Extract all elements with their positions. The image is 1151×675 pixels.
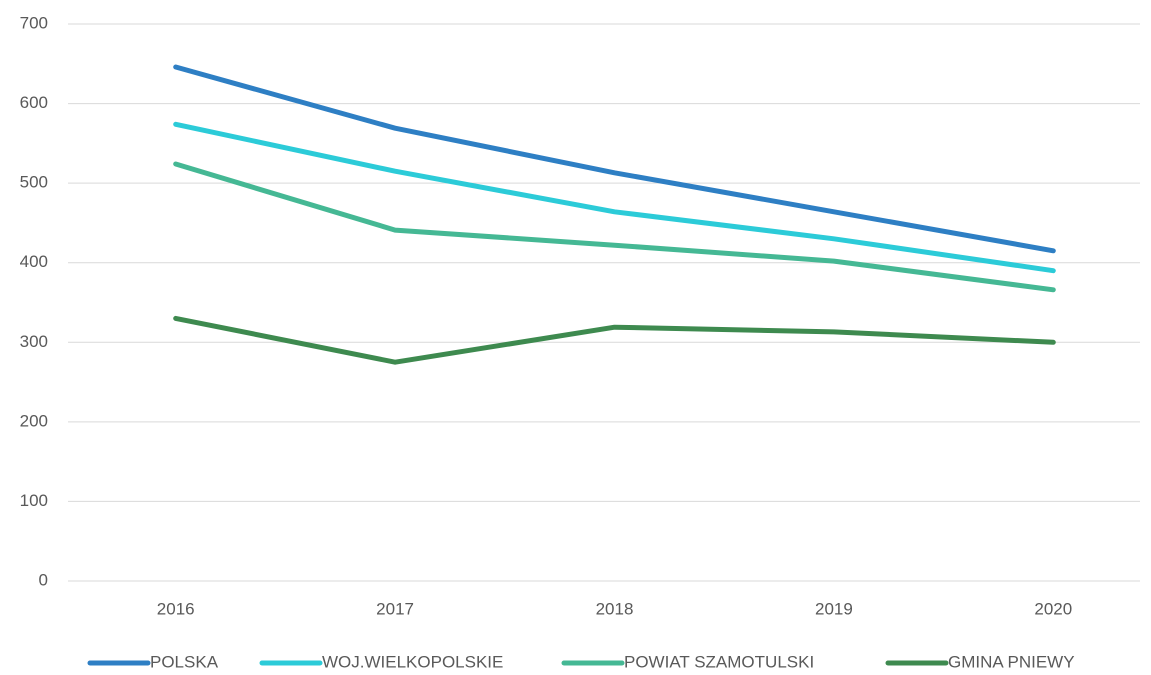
x-tick-label: 2016 [157, 599, 195, 618]
series-line [173, 121, 1056, 274]
x-tick-label: 2019 [815, 599, 853, 618]
series-line [173, 161, 1056, 293]
y-tick-label: 600 [20, 93, 48, 112]
legend-label: POWIAT SZAMOTULSKI [624, 652, 814, 671]
y-tick-label: 200 [20, 411, 48, 430]
legend-label: WOJ.WIELKOPOLSKIE [322, 652, 503, 671]
y-tick-label: 700 [20, 13, 48, 32]
series-line [173, 64, 1056, 254]
legend-label: GMINA PNIEWY [948, 652, 1075, 671]
y-tick-label: 400 [20, 252, 48, 271]
x-tick-label: 2020 [1034, 599, 1072, 618]
legend-label: POLSKA [150, 652, 219, 671]
series-line [173, 315, 1056, 365]
x-tick-label: 2018 [596, 599, 634, 618]
x-tick-label: 2017 [376, 599, 414, 618]
y-tick-label: 100 [20, 491, 48, 510]
y-tick-label: 0 [39, 570, 48, 589]
y-tick-label: 300 [20, 332, 48, 351]
y-tick-label: 500 [20, 173, 48, 192]
